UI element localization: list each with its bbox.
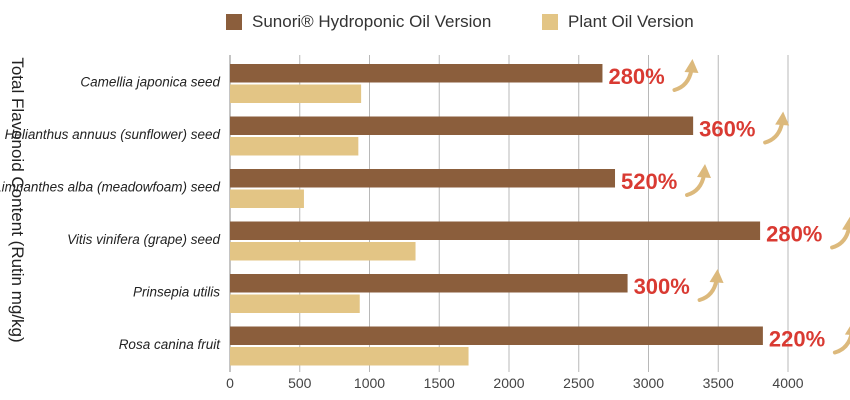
category-label: Limnanthes alba (meadowfoam) seed bbox=[0, 180, 220, 195]
increase-arrowhead-icon bbox=[709, 269, 724, 283]
bar-hydroponic bbox=[230, 274, 628, 293]
increase-arrowhead-icon bbox=[842, 216, 850, 231]
increase-arrow-icon bbox=[830, 225, 850, 250]
bar-hydroponic bbox=[230, 326, 763, 345]
legend-item-plant-oil: Plant Oil Version bbox=[542, 12, 694, 32]
category-label: Rosa canina fruit bbox=[119, 337, 222, 352]
legend-swatch-hydroponic bbox=[226, 14, 242, 30]
category-label: Prinsepia utilis bbox=[133, 285, 220, 300]
bar-plant-oil bbox=[230, 137, 359, 156]
category-label: Camellia japonica seed bbox=[80, 75, 220, 90]
category-label: Helianthus annuus (sunflower) seed bbox=[5, 127, 221, 142]
legend-label-plant-oil: Plant Oil Version bbox=[568, 12, 694, 31]
legend-swatch-plant-oil bbox=[542, 14, 558, 30]
bar-plant-oil bbox=[230, 294, 360, 313]
x-tick-label: 2500 bbox=[563, 375, 594, 391]
category-label: Vitis vinifera (grape) seed bbox=[67, 232, 220, 247]
increase-arrow-icon bbox=[672, 68, 694, 92]
x-tick-label: 4000 bbox=[772, 375, 803, 391]
increase-percent-label: 220% bbox=[769, 327, 825, 352]
increase-percent-label: 520% bbox=[621, 169, 677, 194]
bar-hydroponic bbox=[230, 116, 694, 135]
increase-percent-label: 280% bbox=[608, 64, 664, 89]
increase-arrowhead-icon bbox=[775, 111, 790, 126]
bar-plant-oil bbox=[230, 347, 469, 366]
bar-plant-oil bbox=[230, 84, 362, 103]
x-tick-label: 1500 bbox=[424, 375, 455, 391]
increase-arrow-icon bbox=[697, 278, 719, 302]
bar-hydroponic bbox=[230, 169, 616, 188]
bar-plant-oil bbox=[230, 242, 416, 261]
legend-item-hydroponic: Sunori® Hydroponic Oil Version bbox=[226, 12, 491, 32]
increase-arrow-icon bbox=[763, 120, 785, 145]
increase-percent-label: 280% bbox=[766, 222, 822, 247]
increase-arrowhead-icon bbox=[684, 59, 699, 73]
increase-percent-label: 300% bbox=[634, 274, 690, 299]
x-tick-label: 3500 bbox=[703, 375, 734, 391]
increase-percent-label: 360% bbox=[699, 117, 755, 142]
increase-arrowhead-icon bbox=[697, 164, 712, 178]
legend-label-hydroponic: Sunori® Hydroponic Oil Version bbox=[252, 12, 492, 31]
bar-plant-oil bbox=[230, 189, 304, 208]
x-tick-label: 500 bbox=[288, 375, 312, 391]
increase-arrow-icon bbox=[832, 331, 850, 355]
increase-arrow-icon bbox=[685, 173, 707, 197]
bar-hydroponic bbox=[230, 221, 761, 240]
x-tick-label: 1000 bbox=[354, 375, 385, 391]
x-tick-label: 0 bbox=[226, 375, 234, 391]
x-tick-label: 2000 bbox=[493, 375, 524, 391]
bar-hydroponic bbox=[230, 64, 603, 83]
x-tick-label: 3000 bbox=[633, 375, 664, 391]
increase-arrowhead-icon bbox=[844, 326, 850, 335]
